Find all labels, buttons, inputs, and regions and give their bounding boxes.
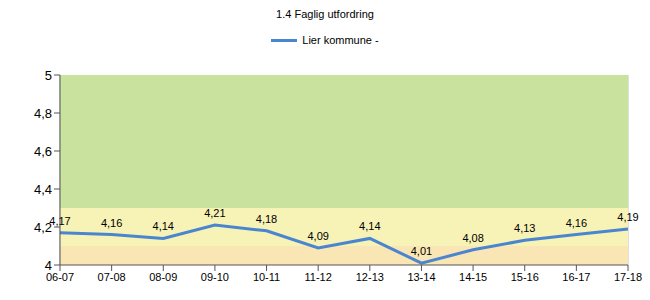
svg-text:10-11: 10-11 <box>253 271 280 283</box>
svg-text:4: 4 <box>45 258 52 273</box>
svg-text:4,6: 4,6 <box>34 144 52 159</box>
svg-text:07-08: 07-08 <box>98 271 126 283</box>
svg-text:4,21: 4,21 <box>204 207 225 219</box>
svg-text:5: 5 <box>45 68 52 83</box>
svg-text:17-18: 17-18 <box>614 271 642 283</box>
svg-text:4,17: 4,17 <box>49 215 70 227</box>
svg-text:08-09: 08-09 <box>149 271 177 283</box>
svg-text:15-16: 15-16 <box>511 271 539 283</box>
svg-text:4,13: 4,13 <box>514 222 535 234</box>
svg-text:16-17: 16-17 <box>562 271 590 283</box>
svg-text:4,8: 4,8 <box>34 106 52 121</box>
svg-text:4,4: 4,4 <box>34 182 52 197</box>
svg-text:4,16: 4,16 <box>566 217 587 229</box>
svg-text:13-14: 13-14 <box>407 271 435 283</box>
html-text:1.4 Faglig utfordring: 1.4 Faglig utfordring <box>276 8 374 20</box>
svg-text:4,18: 4,18 <box>256 213 277 225</box>
html-text:Lier kommune -: Lier kommune - <box>302 34 379 46</box>
svg-text:4,14: 4,14 <box>153 220 174 232</box>
svg-text:4,16: 4,16 <box>101 217 122 229</box>
svg-text:12-13: 12-13 <box>356 271 384 283</box>
svg-text:4,14: 4,14 <box>359 220 380 232</box>
svg-text:14-15: 14-15 <box>459 271 487 283</box>
svg-text:06-07: 06-07 <box>45 270 75 283</box>
svg-text:11-12: 11-12 <box>305 271 332 283</box>
svg-text:4,19: 4,19 <box>617 211 638 223</box>
svg-text:09-10: 09-10 <box>201 271 229 283</box>
svg-text:4,09: 4,09 <box>307 230 328 242</box>
svg-text:4,08: 4,08 <box>462 232 483 244</box>
svg-text:4,2: 4,2 <box>33 219 52 235</box>
svg-text:4,01: 4,01 <box>411 245 432 257</box>
